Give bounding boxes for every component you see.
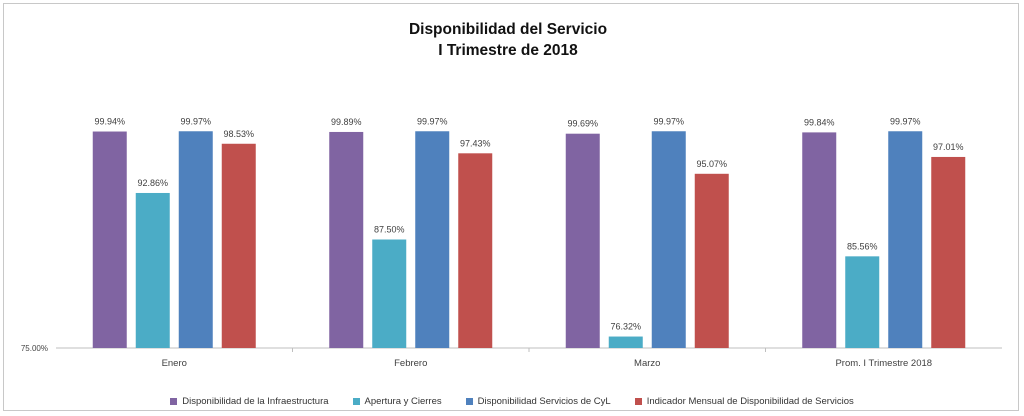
- data-label: 99.84%: [804, 117, 835, 127]
- data-label: 99.94%: [94, 117, 125, 127]
- bar: [565, 133, 600, 348]
- data-label: 95.07%: [696, 159, 727, 169]
- bar: [651, 131, 686, 348]
- data-label: 99.97%: [180, 116, 211, 126]
- bar: [221, 143, 256, 348]
- data-label: 99.69%: [567, 119, 598, 129]
- category-label: Prom. I Trimestre 2018: [835, 358, 932, 369]
- data-label: 99.97%: [653, 116, 684, 126]
- chart-title-block: Disponibilidad del Servicio I Trimestre …: [0, 19, 1016, 61]
- legend-label: Apertura y Cierres: [364, 395, 442, 407]
- data-label: 99.89%: [331, 117, 362, 127]
- category-label: Marzo: [634, 358, 660, 369]
- bar: [329, 131, 364, 348]
- chart-title: Disponibilidad del Servicio: [408, 21, 608, 38]
- data-label: 87.50%: [374, 225, 405, 235]
- bar: [888, 131, 923, 348]
- bar: [694, 173, 729, 348]
- chart-subtitle: I Trimestre de 2018: [438, 42, 578, 59]
- legend-label: Disponibilidad de la Infraestructura: [182, 395, 329, 407]
- legend-swatch: [634, 397, 642, 405]
- data-label: 97.01%: [933, 142, 964, 152]
- bar: [135, 192, 170, 348]
- bar: [458, 153, 493, 348]
- bar: [608, 336, 643, 348]
- legend-swatch: [352, 397, 360, 405]
- legend-item: Disponibilidad de la Infraestructura: [170, 393, 329, 409]
- chart-legend: Disponibilidad de la Infraestructura Aper…: [0, 393, 1024, 409]
- bar: [372, 239, 407, 348]
- data-label: 76.32%: [610, 322, 641, 332]
- bar: [931, 156, 966, 348]
- data-label: 85.56%: [847, 241, 878, 251]
- category-label: Febrero: [394, 358, 427, 369]
- legend-swatch: [465, 397, 473, 405]
- y-axis-min-label: 75.00%: [21, 344, 48, 353]
- data-label: 98.53%: [223, 129, 254, 139]
- legend-label: Indicador Mensual de Disponibilidad de S…: [646, 395, 854, 407]
- legend-item: Indicador Mensual de Disponibilidad de S…: [634, 393, 854, 409]
- legend-item: Disponibilidad Servicios de CyL: [465, 393, 611, 409]
- bar: [845, 256, 880, 348]
- category-label: Enero: [162, 358, 187, 369]
- legend-label: Disponibilidad Servicios de CyL: [477, 395, 611, 407]
- bar: [415, 131, 450, 348]
- legend-swatch: [170, 397, 178, 405]
- data-label: 99.97%: [417, 116, 448, 126]
- data-label: 92.86%: [137, 178, 168, 188]
- bar: [92, 131, 127, 348]
- bar: [178, 131, 213, 348]
- bar: [802, 132, 837, 348]
- legend-item: Apertura y Cierres: [352, 393, 442, 409]
- data-label: 99.97%: [890, 116, 921, 126]
- data-label: 97.43%: [460, 138, 491, 148]
